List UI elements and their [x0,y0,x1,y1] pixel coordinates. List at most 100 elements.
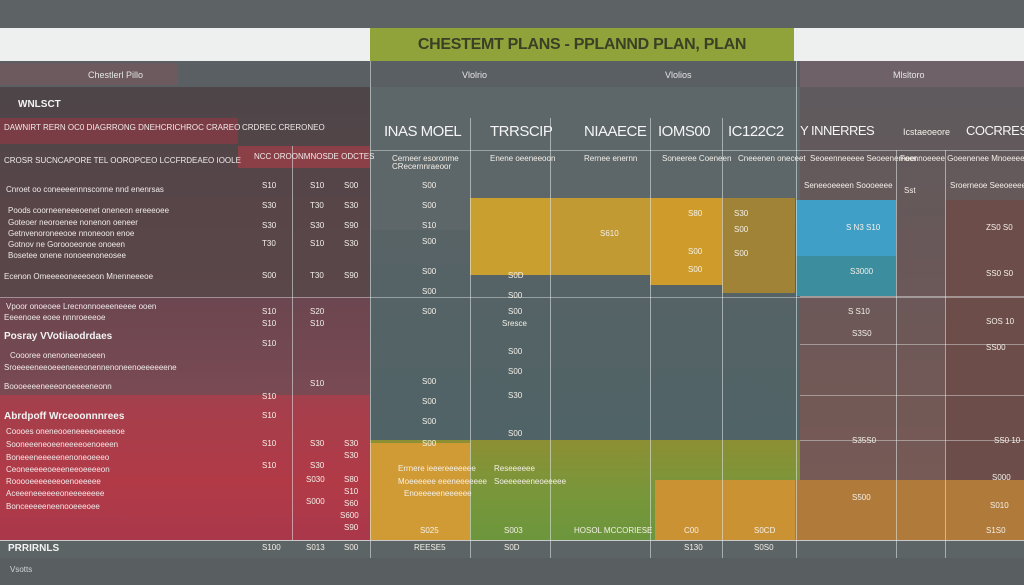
left-cell: S30 [310,439,325,448]
right-cell: S S10 [848,307,870,316]
left-row-text: Ceoneeeeeoeeeneeoeeeeon [6,465,110,474]
bottom-cell: S1S0 [986,526,1006,535]
left-row-text: Boooeeeeneeeonoeeeeneonn [4,382,112,391]
gold-value: S00 [734,225,749,234]
mid-cell: S00 [508,291,523,300]
gold-value: S80 [688,209,703,218]
header-subtext: Soneeree Coeneen [662,154,732,163]
header-subtext: CRecernnraeoor [392,162,452,171]
bottom-cell: HOSOL MCCORIESE [574,526,653,535]
header-left-cell [0,63,178,85]
mid-cell: S00 [422,307,437,316]
gold-value: S00 [688,247,703,256]
left-row-text: Rooooeeeeeeeoenoeeeee [6,477,101,486]
grid-hline [0,297,1024,298]
header-right-cell [800,61,1024,87]
grid-vline [650,118,651,558]
mid-band-text: Errnere ieeereeeeeee [398,464,476,473]
right-cell: S500 [852,493,871,502]
right-orange-band [796,480,1024,540]
column-header: IOMS00 [658,123,711,140]
left-cell: S20 [310,307,325,316]
column-header: INAS MOEL [384,123,462,140]
mid-cell: S00 [422,417,437,426]
mid-cell: S00 [422,267,437,276]
grid-hline [800,440,1024,441]
column-header: Icstaeoeore [903,127,951,137]
left-row-text: Boneeeneeeeenenoneoeeeo [6,453,110,462]
bottom-cell: S00 [344,543,359,552]
gold-value: S00 [688,265,703,274]
left-row-text: Sroeeeeneeoeeeneeeonennenoneenoeeeeeene [4,363,177,372]
orange-block-left [370,443,470,540]
left-cell: S90 [344,271,359,280]
gold-value: S610 [600,229,619,238]
right-cell: Seneeoeeeen Soooeeee [804,181,893,190]
left-group3-title: Abrdpoff Wrceoonnnrees [4,411,125,422]
right-far-cell: SS00 [986,343,1006,352]
right-cell: S3S0 [852,329,872,338]
left-cell: T30 [310,271,324,280]
header-mid-label: Vlolrio [462,70,488,80]
mid-cell: S00 [508,307,523,316]
left-group2-title: Posray VVotiiaodrdaes [4,331,113,342]
header-subtext: Foennoeeee Goeenenee Mnoeeeeeeee [900,154,1024,163]
header-subtext: Rernee enernn [584,154,638,163]
left-cell: S10 [262,392,277,401]
left-row-text: Vpoor onoeoee Lrecnonnoeeeneeee ooen [6,302,157,311]
gold-block-4 [722,198,795,293]
left-panel-bottom [0,395,370,540]
blue-value: S N3 S10 [846,223,881,232]
orange-block-right [655,480,795,540]
left-cell: S600 [340,511,359,520]
mid-cell: S00 [422,201,437,210]
left-section-title: WNLSCT [18,99,61,110]
bottom-cell: S0CD [754,526,776,535]
left-row-text: Gotnov ne Goroooeonoe onoeen [8,240,125,249]
left-cell: S10 [262,411,277,420]
header-left-label: Chestlerl Pillo [88,70,144,80]
left-row-text: Getnvenoroneeooe nnoneoon enoe [8,229,135,238]
left-cell: S10 [262,181,277,190]
page-title: CHESTEMT PLANS - PPLANND PLAN, PLAN [417,36,747,53]
bottom-cell: S003 [504,526,523,535]
left-cell: S000 [306,497,325,506]
grid-vline [550,118,551,558]
left-cell: S10 [262,307,277,316]
mid-cell: S00 [508,347,523,356]
mid-cell: S00 [422,237,437,246]
left-cell: S10 [262,461,277,470]
footer-note: Vsotts [10,565,33,574]
header-subtext: Cerneer esoronme [392,154,459,163]
left-cell: S80 [344,475,359,484]
left-cell: S90 [344,523,359,532]
bottom-cell: S0D [504,543,520,552]
gold-value: S00 [734,249,749,258]
left-cell: S10 [262,339,277,348]
mid-cell: S00 [422,287,437,296]
grid-hline [800,344,1024,345]
right-far-cell: S000 [992,473,1011,482]
left-cell: S30 [344,201,359,210]
left-cell: S10 [310,319,325,328]
left-panel-mid [0,297,370,395]
right-far-cell: S010 [990,501,1009,510]
right-far-cell: SOS 10 [986,317,1015,326]
left-cell: S10 [310,239,325,248]
left-row-text: Goteoer neoroenee nonenon oeneer [8,218,138,227]
left-cell: S030 [306,475,325,484]
left-cell: S30 [310,221,325,230]
right-cell: S35S0 [852,436,877,445]
left-head-row [0,118,238,144]
left-cell: S90 [344,221,359,230]
left-cell: S30 [344,239,359,248]
bottom-cell: REESE5 [414,543,446,552]
left-head-sub-label: CRDREC CRERONEO [242,123,325,132]
left-cell: S10 [310,181,325,190]
column-header: NIAAECE [584,123,647,140]
left-row-label: CROSR SUCNCAPORE TEL OOROPCEO LCCFRDEAEO… [4,156,241,165]
mid-cell: S00 [422,397,437,406]
column-header: COCRRES [966,123,1024,138]
mid-band-text: Soeeeeeeneoeeeee [494,477,567,486]
left-cell: S30 [344,439,359,448]
